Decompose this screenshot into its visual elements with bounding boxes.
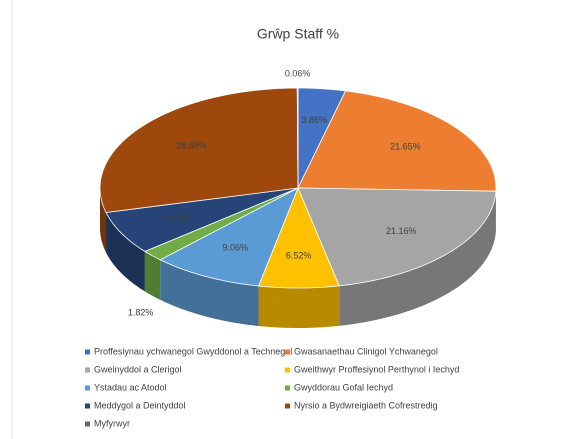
legend-label: Nyrsio a Bydwreigiaeth Cofrestredig [294,400,438,410]
data-label: 6.99% [165,213,191,223]
slice [105,187,299,252]
data-label: 6.52% [286,250,312,260]
slice [297,187,497,287]
chart-title: Grŵp Staff % [257,26,339,42]
slice-side [160,259,259,326]
legend-label: Ystadau ac Atodol [94,382,167,392]
legend-label: Gwasanaethau Clinigol Ychwanegol [294,346,438,356]
data-label: 28.88% [176,141,207,151]
data-label: 21.65% [390,141,421,151]
legend-swatch [85,421,90,427]
slice-side [258,285,340,328]
slice [143,187,299,261]
legend-swatch [85,349,90,355]
legend-label: Gweinyddol a Clerigol [94,364,182,374]
legend-swatch [85,367,90,373]
slice-side [339,191,496,326]
legend-label: Gwyddorau Gofal Iechyd [294,382,393,392]
data-label: 21.16% [386,226,417,236]
slice-side [100,188,107,253]
slice [99,87,299,213]
data-label: 3.86% [302,115,328,125]
data-label: 0.06% [285,68,311,78]
legend-label: Meddygol a Deintyddol [94,400,186,410]
legend-swatch [85,403,90,409]
slice-side [106,212,145,292]
slice [296,87,299,189]
legend-swatch [285,367,290,373]
data-label: 9.06% [222,243,248,253]
legend-label: Proffesiynau ychwanegol Gwyddonol a Tech… [94,346,292,356]
legend-label: Gweithwyr Proffesiynol Perthynol i Iechy… [294,364,459,374]
legend-label: Myfyrwyr [94,418,130,428]
legend-swatch [285,403,290,409]
legend-swatch [285,385,290,391]
slice [159,187,299,287]
legend-swatch [285,349,290,355]
data-label: 1.82% [128,308,154,318]
slice [258,186,340,289]
legend-swatch [85,385,90,391]
slice-side [144,251,161,300]
slice [297,90,497,192]
